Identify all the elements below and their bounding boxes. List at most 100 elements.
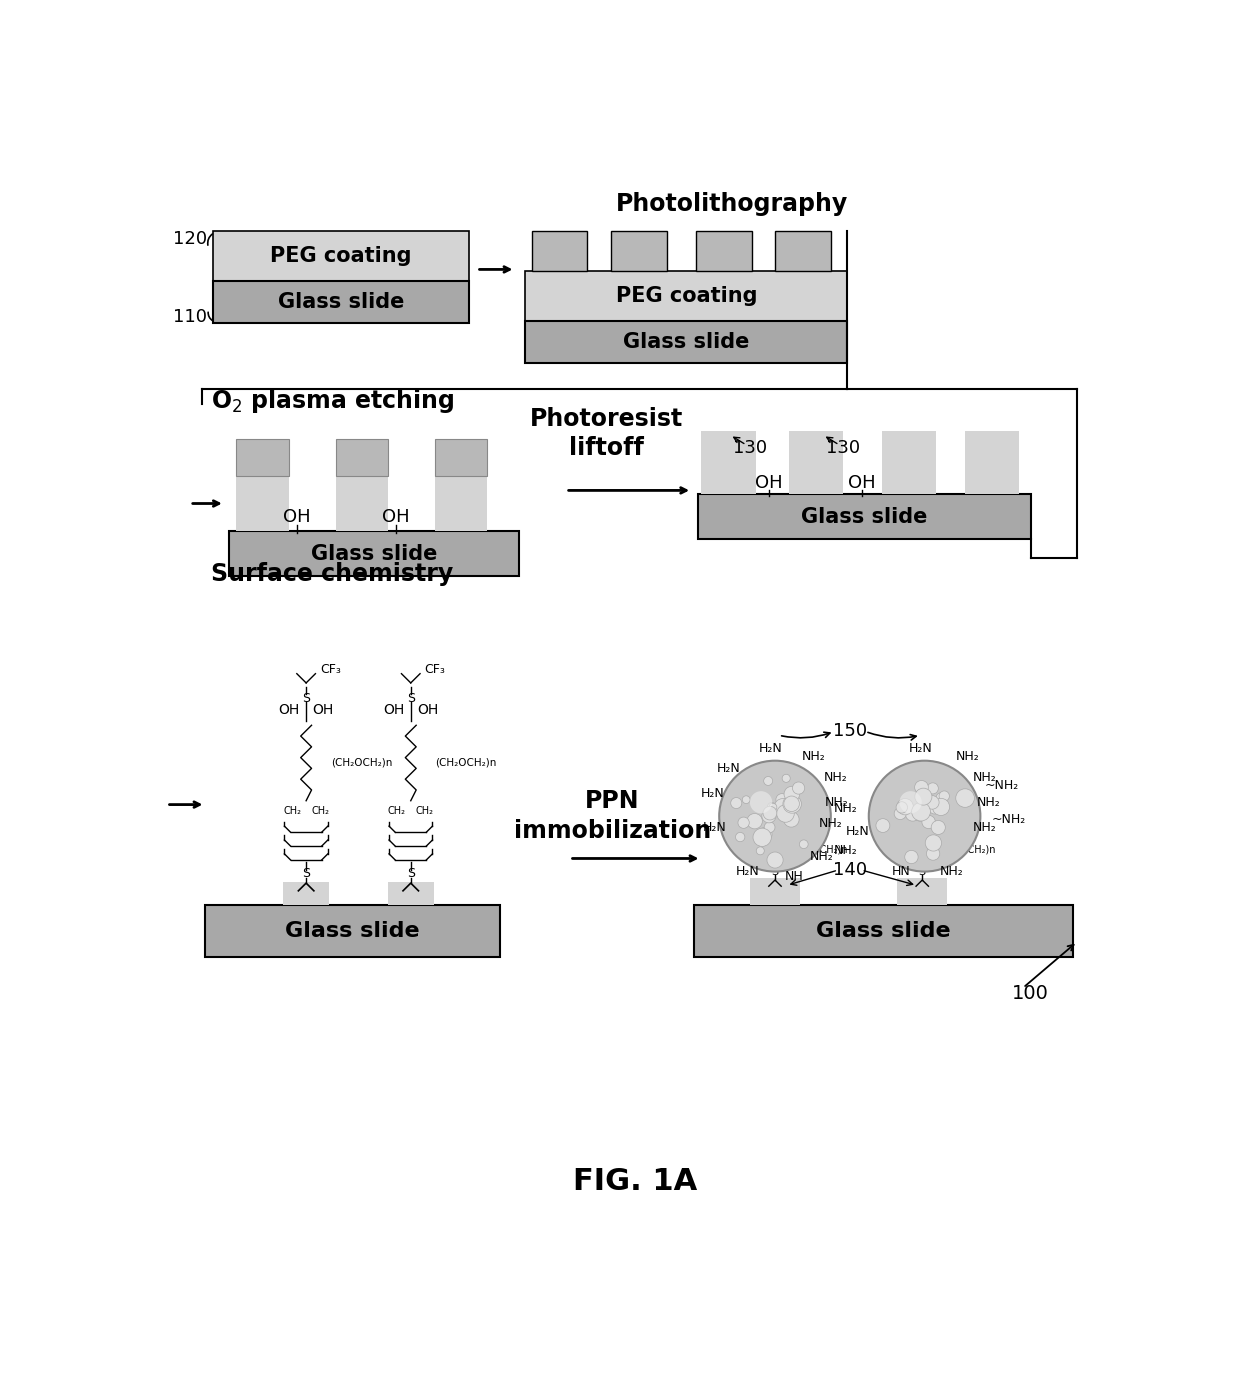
Circle shape: [940, 803, 949, 812]
Text: NH₂: NH₂: [940, 865, 963, 878]
Circle shape: [932, 798, 950, 815]
Text: S: S: [771, 867, 779, 877]
Text: CF₃: CF₃: [320, 662, 341, 676]
Circle shape: [905, 807, 920, 821]
Circle shape: [756, 847, 764, 855]
Circle shape: [782, 774, 790, 782]
Circle shape: [905, 851, 918, 863]
Circle shape: [800, 840, 808, 848]
Text: Photolithography: Photolithography: [616, 192, 848, 217]
Bar: [237, 476, 289, 531]
Circle shape: [746, 814, 763, 829]
Circle shape: [763, 807, 776, 821]
Text: (CH₂OCH₂)n: (CH₂OCH₂)n: [937, 844, 996, 854]
Circle shape: [899, 803, 911, 814]
Bar: [206, 905, 500, 957]
Text: 140: 140: [833, 860, 867, 878]
Text: S: S: [303, 867, 310, 880]
Text: NH₂: NH₂: [825, 796, 849, 808]
Circle shape: [743, 796, 750, 804]
Text: H₂N: H₂N: [909, 742, 932, 754]
Text: NH₂: NH₂: [973, 821, 997, 834]
Text: S: S: [919, 867, 926, 877]
Bar: [789, 432, 843, 494]
Text: 100: 100: [1012, 983, 1049, 1003]
Text: NH₂: NH₂: [835, 844, 858, 858]
Circle shape: [776, 794, 789, 805]
Bar: [526, 270, 847, 321]
Circle shape: [956, 789, 975, 807]
Text: PPN
immobilization: PPN immobilization: [513, 789, 711, 843]
Text: OH: OH: [755, 474, 782, 492]
Bar: [898, 877, 947, 905]
Text: ~NH₂: ~NH₂: [991, 814, 1025, 826]
Circle shape: [784, 812, 799, 827]
Circle shape: [764, 822, 775, 833]
Text: 120: 120: [172, 230, 207, 248]
Circle shape: [936, 793, 946, 803]
Circle shape: [915, 808, 926, 819]
Circle shape: [768, 852, 784, 867]
Circle shape: [913, 807, 928, 821]
Text: Glass slide: Glass slide: [622, 332, 749, 352]
Text: 110: 110: [172, 308, 207, 327]
Text: CH₂: CH₂: [415, 805, 434, 816]
Text: OH: OH: [312, 703, 334, 717]
Bar: [237, 439, 289, 476]
Circle shape: [869, 761, 981, 872]
Bar: [526, 321, 847, 364]
Circle shape: [926, 847, 940, 860]
Circle shape: [925, 834, 941, 851]
Bar: [775, 230, 831, 270]
Text: (CH₂OCH₂)n: (CH₂OCH₂)n: [435, 757, 497, 767]
Circle shape: [761, 808, 776, 823]
Text: 130: 130: [826, 439, 861, 456]
Bar: [882, 432, 936, 494]
Circle shape: [925, 796, 939, 809]
Text: FIG. 1A: FIG. 1A: [573, 1168, 698, 1197]
Bar: [387, 881, 434, 905]
Bar: [228, 531, 520, 576]
Text: O$_2$ plasma etching: O$_2$ plasma etching: [211, 387, 454, 415]
Text: OH: OH: [283, 509, 311, 527]
Text: NH₂: NH₂: [818, 818, 843, 830]
Text: H₂N: H₂N: [737, 865, 760, 878]
Circle shape: [768, 803, 776, 811]
Text: Glass slide: Glass slide: [285, 921, 420, 940]
Text: H₂N: H₂N: [846, 825, 869, 838]
Bar: [435, 476, 487, 531]
Text: OH: OH: [279, 703, 300, 717]
Bar: [702, 432, 755, 494]
Circle shape: [915, 789, 932, 805]
Text: NH₂: NH₂: [835, 803, 858, 815]
Circle shape: [875, 819, 890, 833]
Text: OH: OH: [383, 703, 404, 717]
Text: NH₂: NH₂: [810, 849, 833, 863]
Text: OH: OH: [417, 703, 439, 717]
Text: Photoresist
liftoff: Photoresist liftoff: [529, 407, 683, 461]
Text: Glass slide: Glass slide: [311, 543, 438, 564]
Circle shape: [782, 794, 801, 814]
Circle shape: [753, 829, 771, 847]
Text: Glass slide: Glass slide: [278, 292, 404, 312]
Text: Surface chemistry: Surface chemistry: [211, 561, 453, 586]
Circle shape: [897, 798, 914, 815]
Text: PEG coating: PEG coating: [270, 245, 412, 266]
Text: NH₂: NH₂: [955, 750, 980, 763]
Circle shape: [915, 781, 929, 794]
Text: H₂N: H₂N: [717, 761, 740, 775]
Text: S: S: [407, 867, 414, 880]
Text: H₂N: H₂N: [759, 742, 782, 754]
Text: OH: OH: [848, 474, 875, 492]
Bar: [693, 905, 1074, 957]
Circle shape: [792, 782, 805, 794]
Circle shape: [939, 792, 950, 801]
Circle shape: [719, 761, 831, 872]
Text: H₂N: H₂N: [703, 821, 727, 834]
Circle shape: [911, 803, 930, 821]
Circle shape: [774, 798, 791, 815]
Text: CH₂: CH₂: [388, 805, 405, 816]
Circle shape: [764, 776, 773, 786]
Circle shape: [784, 796, 800, 811]
Circle shape: [769, 804, 776, 811]
